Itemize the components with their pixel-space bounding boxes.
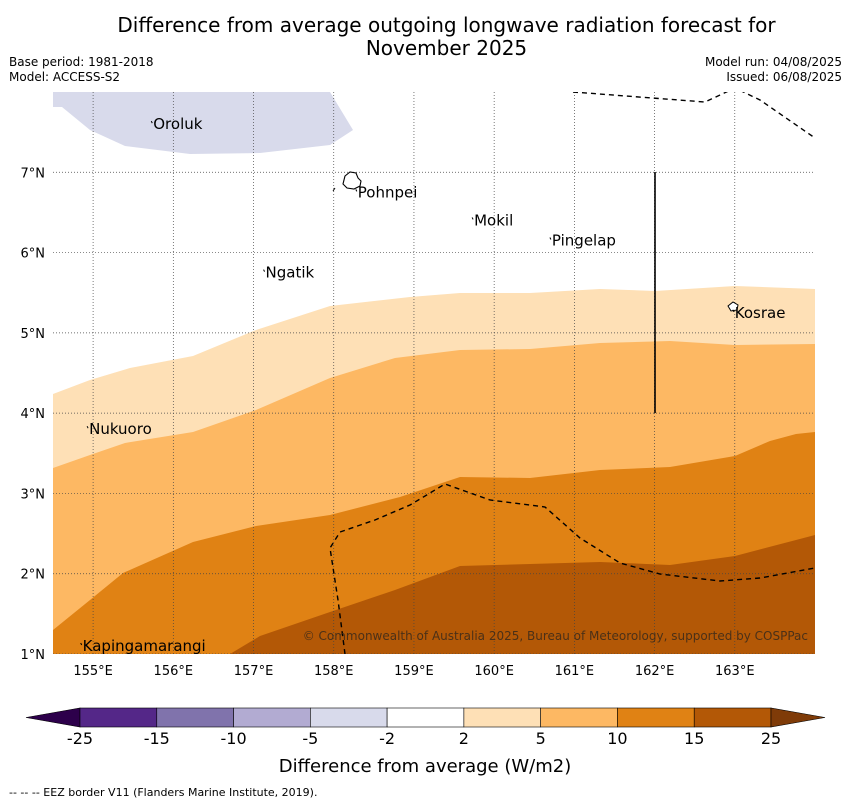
- pohnpei-island-outline: [342, 171, 362, 190]
- map-title: Difference from average outgoing longwav…: [0, 14, 850, 60]
- place-marker-ngatik: [263, 269, 266, 272]
- lat-tick-label-4: 5°N: [21, 327, 46, 342]
- colorbar-over-extension: [770, 707, 826, 728]
- eez-border-south: [329, 483, 815, 654]
- place-marker-pingelap: [549, 237, 552, 240]
- colorbar-tick-9: 25: [761, 729, 781, 748]
- model-name: Model: ACCESS-S2: [9, 70, 121, 84]
- colorbar-under-extension: [25, 707, 81, 728]
- colorbar-tick-6: 5: [536, 729, 546, 748]
- colorbar-tick-5: 2: [459, 729, 469, 748]
- lat-tick-label-3: 4°N: [21, 407, 46, 422]
- issued-date: Issued: 06/08/2025: [726, 70, 842, 84]
- place-label-pohnpei: Pohnpei: [358, 183, 418, 201]
- map-area: Oroluk Pohnpei Mokil Pingelap Ngatik Kosrae Nu…: [53, 92, 815, 655]
- place-label-nukuoro: Nukuoro: [89, 420, 152, 438]
- colorbar: -25 -15 -10 -5 -2 2 5 10 15 25: [25, 707, 826, 748]
- colorbar-tick-2: -10: [220, 729, 246, 748]
- place-label-kosrae: Kosrae: [735, 304, 786, 322]
- colorbar-tick-1: -15: [144, 729, 170, 748]
- place-marker-kapingamarangi: [80, 642, 83, 646]
- model-run: Model run: 04/08/2025: [704, 55, 842, 69]
- place-label-ngatik: Ngatik: [266, 264, 315, 282]
- place-marker-pohnpei: [355, 189, 358, 192]
- base-period: Base period: 1981-2018: [9, 55, 154, 69]
- colorbar-segment-5: [463, 707, 541, 728]
- title-line-1: Difference from average outgoing longwav…: [117, 13, 776, 37]
- place-marker-nukuoro: [86, 425, 89, 429]
- colorbar-segment-2: [233, 707, 311, 728]
- lat-tick-label-5: 6°N: [21, 247, 46, 262]
- eez-legend-footer: -- -- -- EEZ border V11 (Flanders Marine…: [9, 786, 318, 799]
- pohnpei-islet-mark: [332, 187, 336, 192]
- colorbar-tick-8: 15: [684, 729, 704, 748]
- colorbar-segment-6: [540, 707, 618, 728]
- lon-tick-label-4: 159°E: [394, 664, 434, 679]
- lat-tick-label-0: 1°N: [21, 648, 46, 663]
- meta-left: Base period: 1981-2018 Model: ACCESS-S2: [9, 55, 154, 85]
- lon-tick-label-5: 160°E: [474, 664, 514, 679]
- place-marker-kosrae: [732, 309, 735, 313]
- kosrae-island-outline: [727, 301, 739, 312]
- meta-right: Model run: 04/08/2025 Issued: 06/08/2025: [705, 55, 842, 85]
- place-marker-mokil: [471, 217, 474, 220]
- copyright-notice: © Commonwealth of Australia 2025, Bureau…: [303, 629, 808, 643]
- colorbar-label: Difference from average (W/m2): [278, 756, 572, 777]
- lon-tick-label-2: 157°E: [234, 664, 274, 679]
- place-label-oroluk: Oroluk: [153, 115, 202, 133]
- oroluk-negative-anomaly-region: [53, 92, 353, 154]
- colorbar-tick-7: 10: [607, 729, 627, 748]
- lon-tick-label-0: 155°E: [73, 664, 113, 679]
- colorbar-segment-8: [693, 707, 772, 728]
- place-markers: Oroluk Pohnpei Mokil Pingelap Ngatik Kosrae Nu…: [80, 115, 786, 655]
- colorbar-segment-1: [156, 707, 234, 728]
- title-line-2: November 2025: [365, 36, 528, 60]
- place-label-pingelap: Pingelap: [552, 232, 616, 250]
- colorbar-segment-0: [79, 707, 158, 728]
- axis-ticks: 155°E 156°E 157°E 158°E 159°E 160°E 161°E 162°E…: [21, 166, 755, 679]
- graticule: [53, 92, 815, 654]
- lat-tick-label-1: 2°N: [21, 568, 46, 583]
- lon-tick-label-6: 161°E: [555, 664, 595, 679]
- lat-tick-label-2: 3°N: [21, 487, 46, 502]
- colorbar-segment-4: [386, 707, 465, 728]
- place-label-kapingamarangi: Kapingamarangi: [83, 637, 206, 655]
- lon-tick-label-7: 162°E: [635, 664, 675, 679]
- place-label-mokil: Mokil: [474, 211, 513, 229]
- lon-tick-label-3: 158°E: [314, 664, 354, 679]
- lon-tick-label-1: 156°E: [154, 664, 194, 679]
- place-marker-oroluk: [150, 120, 153, 124]
- colorbar-tick-3: -5: [302, 729, 318, 748]
- lat-tick-label-6: 7°N: [21, 166, 46, 181]
- colorbar-segment-3: [310, 707, 388, 728]
- lon-tick-label-8: 163°E: [715, 664, 755, 679]
- colorbar-tick-4: -2: [379, 729, 395, 748]
- colorbar-segment-7: [617, 707, 695, 728]
- colorbar-tick-0: -25: [67, 729, 93, 748]
